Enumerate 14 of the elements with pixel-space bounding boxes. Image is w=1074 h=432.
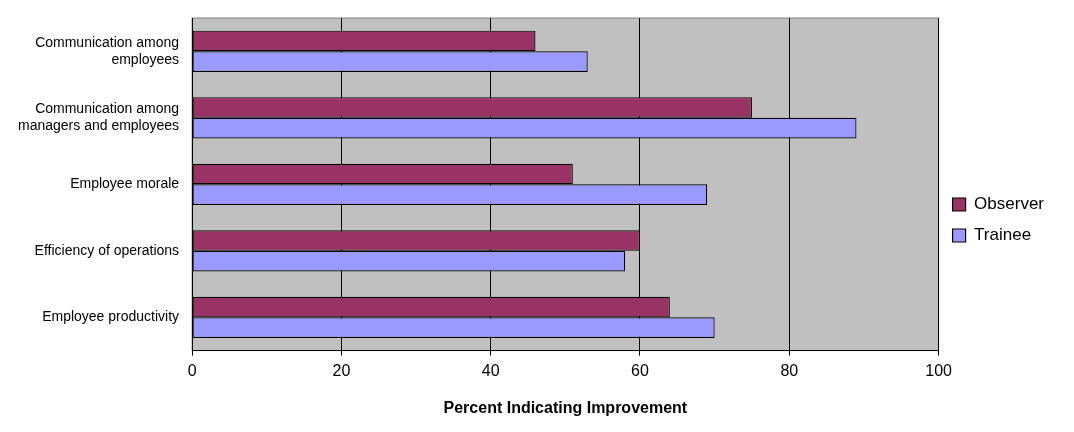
y-tick-label: Communication among employees xyxy=(35,33,180,67)
x-tick-label: 80 xyxy=(780,361,799,379)
y-tick-label: Employee productivity xyxy=(42,308,180,325)
y-tick-label: Employee morale xyxy=(70,175,180,192)
x-tick-label: 100 xyxy=(925,361,953,379)
x-axis-title: Percent Indicating Improvement xyxy=(443,398,688,416)
x-tick-label: 20 xyxy=(332,361,351,379)
x-tick-label: 60 xyxy=(631,361,649,379)
x-tick-label: 40 xyxy=(481,361,500,379)
legend-label: Trainee xyxy=(974,225,1032,245)
y-tick-label: Efficiency of operations xyxy=(34,241,180,258)
legend-label: Observer xyxy=(974,194,1045,214)
x-tick-label: 0 xyxy=(187,361,197,379)
y-tick-label: Communication among managers and employees xyxy=(17,100,180,134)
